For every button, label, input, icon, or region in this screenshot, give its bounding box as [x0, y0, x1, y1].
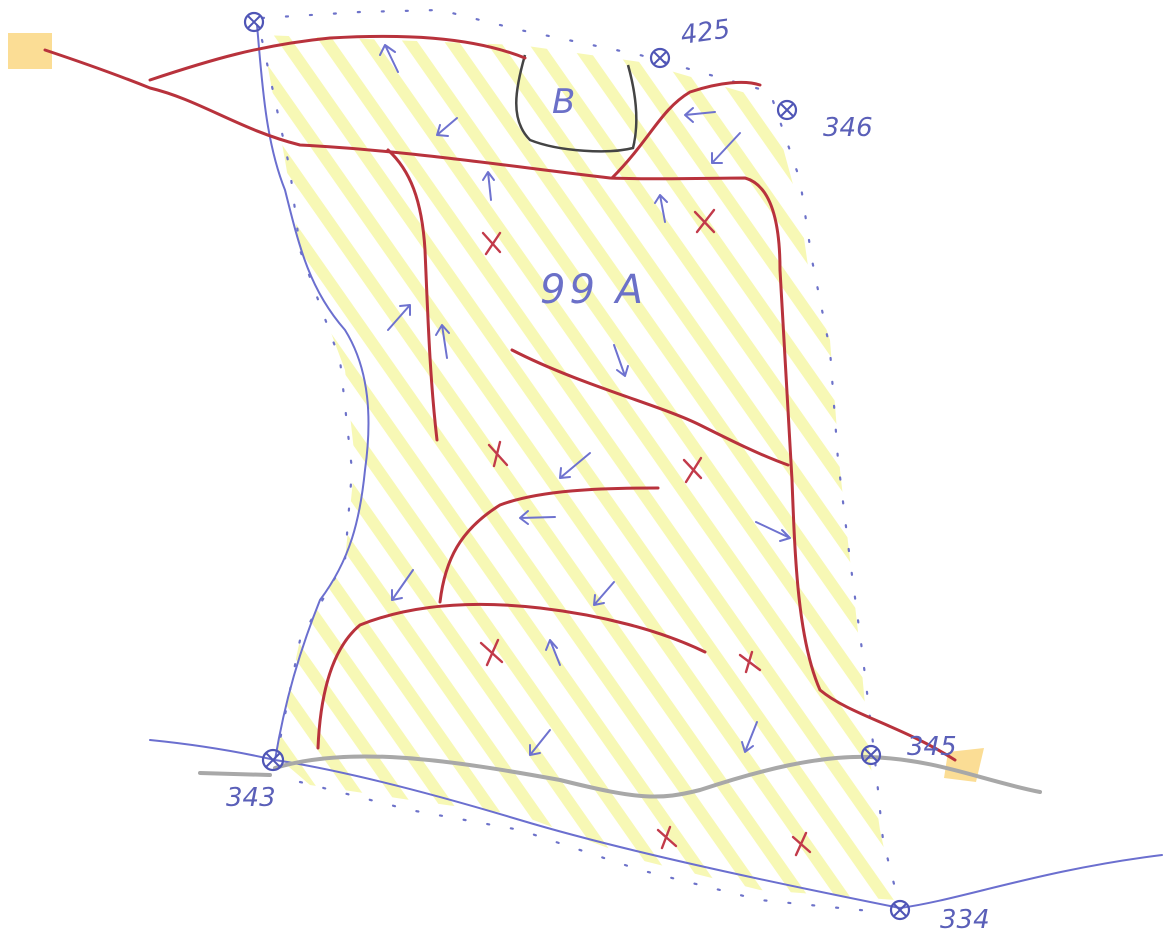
cross-mark — [791, 831, 812, 857]
cross-mark — [487, 440, 509, 468]
marker-label-334: 334 — [940, 905, 990, 933]
arrow-icon — [559, 452, 591, 479]
parcel-hatch-area — [262, 35, 895, 900]
parcel-dotted-boundary-west — [260, 38, 354, 742]
boundary-line-south — [149, 739, 1163, 910]
arrow-icon — [519, 510, 556, 525]
arrow-icon — [529, 729, 551, 756]
marker-label-346: 346 — [823, 113, 873, 143]
parcel-label: 99 A — [540, 267, 647, 313]
arrow-icon — [613, 344, 629, 377]
drain-line-vertical — [386, 148, 439, 442]
road-line-curve — [273, 754, 1042, 799]
arrow-icon — [545, 639, 561, 666]
cross-mark — [479, 638, 504, 667]
boundary-line-west — [256, 24, 370, 761]
drain-line-branch-top — [148, 34, 527, 82]
road-line — [198, 771, 272, 777]
arrow-icon — [684, 107, 716, 123]
parcel-dotted-boundary-south — [298, 780, 882, 914]
arrow-icon — [654, 194, 668, 223]
arrow-icon — [379, 44, 399, 73]
survey-marker-icon — [776, 99, 798, 121]
survey-marker-icon — [889, 899, 911, 921]
cross-mark — [656, 825, 678, 850]
drain-line-curve-upper — [438, 486, 660, 604]
arrow-icon — [482, 171, 495, 201]
cross-mark — [481, 231, 502, 256]
drain-line-north — [43, 48, 957, 762]
survey-marker-icon — [649, 47, 671, 69]
building-outline — [515, 54, 638, 153]
arrow-icon — [387, 304, 411, 331]
drain-line-curve-lower — [316, 602, 707, 750]
marker-label-343: 343 — [226, 783, 276, 813]
survey-marker-icon — [261, 748, 285, 772]
marker-label-425: 425 — [679, 14, 732, 51]
arrow-icon — [741, 721, 758, 753]
drain-line-branch-ne — [610, 80, 762, 180]
building-label: B — [552, 82, 575, 122]
cross-mark — [738, 650, 762, 674]
drain-line-diagonal — [510, 348, 790, 467]
arrow-icon — [711, 132, 741, 164]
arrow-icon — [593, 581, 615, 606]
arrow-icon — [755, 521, 791, 542]
arrow-icon — [435, 324, 450, 359]
survey-marker-icon — [243, 11, 265, 33]
cross-mark — [682, 456, 703, 484]
arrow-icon — [436, 117, 458, 137]
cross-mark — [693, 208, 716, 234]
survey-marker-icon — [860, 744, 882, 766]
arrow-icon — [391, 569, 414, 601]
marker-label-345: 345 — [907, 732, 957, 762]
